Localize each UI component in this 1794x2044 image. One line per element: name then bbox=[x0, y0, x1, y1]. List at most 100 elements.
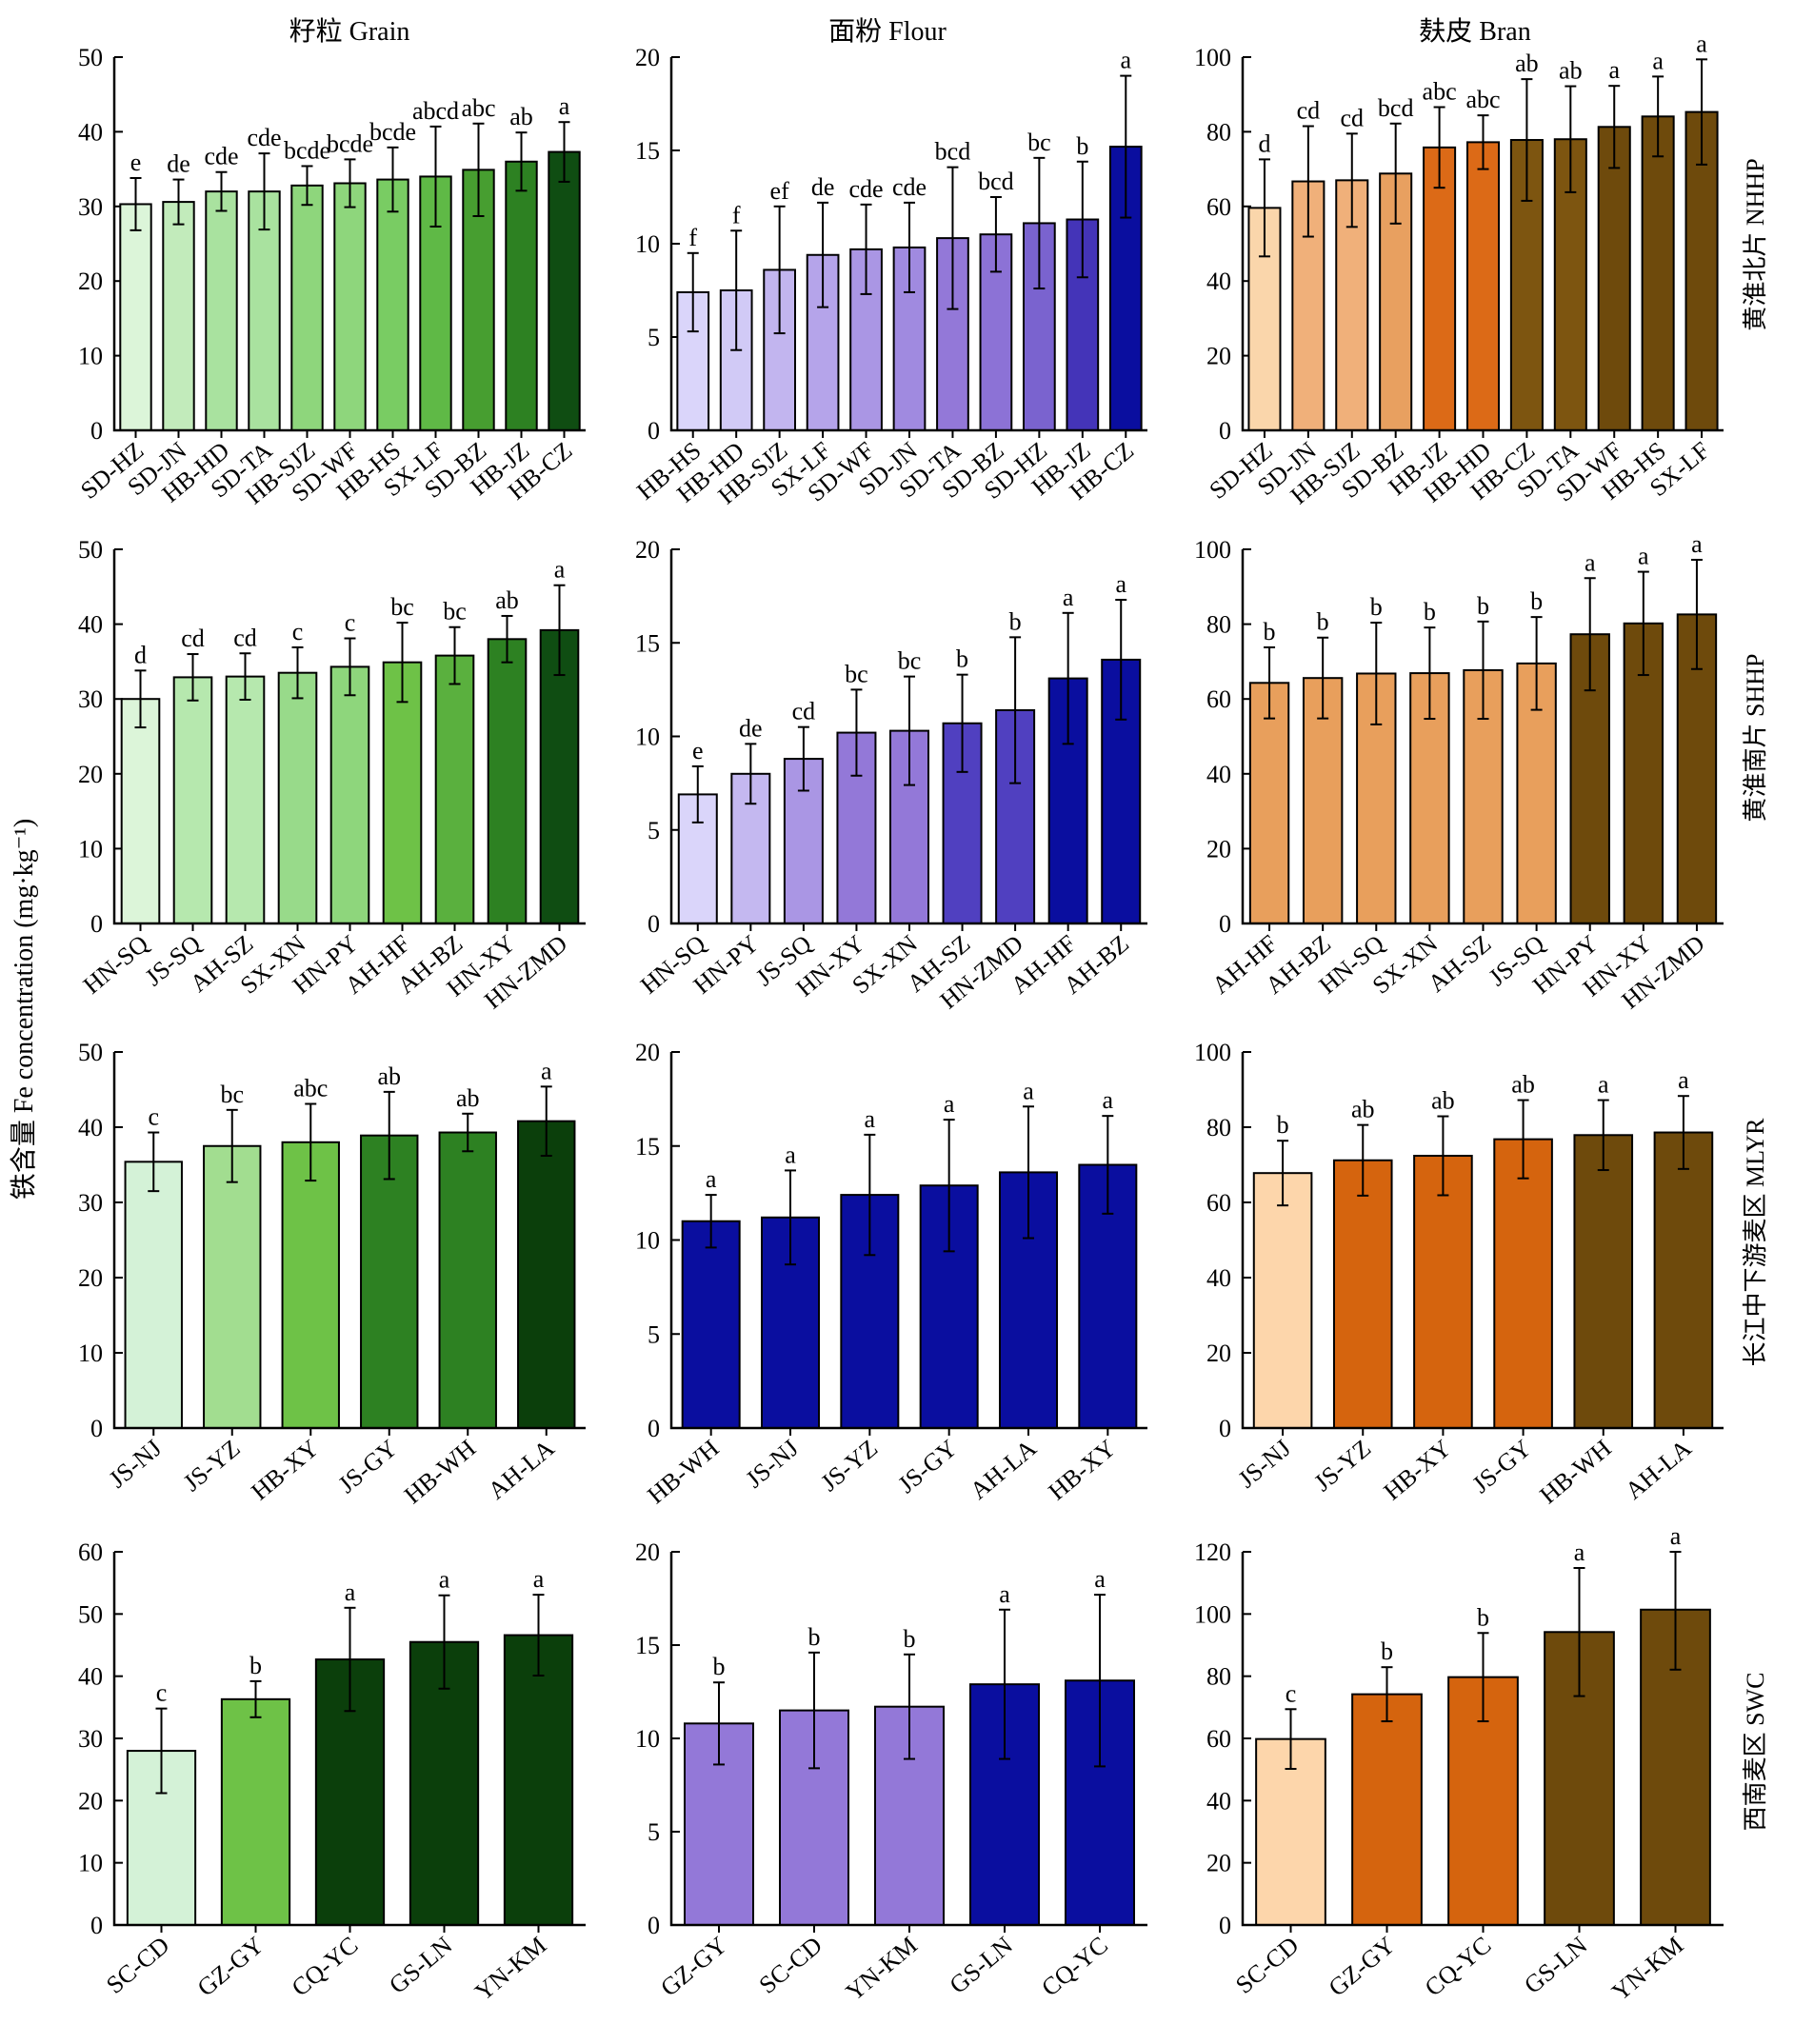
bar bbox=[539, 628, 580, 924]
significance-label: ab bbox=[1351, 1096, 1375, 1123]
significance-label: a bbox=[345, 1578, 356, 1606]
significance-label: a bbox=[1670, 1522, 1682, 1550]
significance-label: bcde bbox=[284, 136, 330, 164]
y-tick-label: 10 bbox=[78, 1850, 103, 1877]
x-category-label: HB-WH bbox=[1534, 1434, 1616, 1509]
y-tick-label: 50 bbox=[78, 536, 103, 564]
significance-label: a bbox=[944, 1090, 955, 1118]
significance-label: bc bbox=[898, 647, 922, 675]
bar bbox=[333, 182, 367, 431]
significance-label: ab bbox=[1511, 1071, 1535, 1099]
y-tick-label: 5 bbox=[648, 324, 660, 351]
significance-label: a bbox=[999, 1580, 1010, 1608]
y-tick-label: 20 bbox=[635, 1538, 660, 1566]
bar bbox=[1255, 1737, 1326, 1926]
bar bbox=[1423, 146, 1457, 431]
bar bbox=[1248, 682, 1290, 925]
y-tick-label: 15 bbox=[635, 137, 660, 165]
y-tick-label: 20 bbox=[78, 1787, 103, 1815]
significance-label: ab bbox=[495, 586, 519, 614]
y-tick-label: 0 bbox=[90, 910, 103, 938]
y-tick-label: 15 bbox=[635, 1133, 660, 1161]
y-tick-label: 10 bbox=[78, 343, 103, 370]
row-label-shhp: 黄淮南片 SHHP bbox=[1742, 654, 1769, 823]
significance-label: b bbox=[904, 1625, 916, 1653]
significance-label: c bbox=[345, 609, 356, 637]
significance-label: a bbox=[1023, 1077, 1034, 1104]
bar bbox=[220, 1697, 291, 1926]
axes-frame bbox=[1241, 549, 1724, 925]
significance-label: e bbox=[692, 737, 704, 764]
significance-label: a bbox=[1608, 56, 1620, 84]
bar bbox=[1653, 1131, 1714, 1430]
bar bbox=[1597, 126, 1631, 432]
x-category-label: JS-GY bbox=[1467, 1434, 1537, 1498]
significance-label: c bbox=[1286, 1679, 1297, 1707]
y-tick-label: 5 bbox=[648, 817, 660, 844]
y-tick-label: 60 bbox=[1206, 193, 1231, 221]
y-tick-label: 40 bbox=[1206, 268, 1231, 295]
y-tick-label: 100 bbox=[1194, 1039, 1231, 1066]
significance-label: bcd bbox=[1378, 94, 1414, 122]
significance-label: f bbox=[688, 224, 697, 251]
x-category-label: CQ-YC bbox=[1036, 1931, 1113, 2001]
x-category-label: HB-XY bbox=[1043, 1434, 1121, 1505]
panel-r1-c2: 020406080100bAH-HFbAH-BZbHN-SQbSX-XNbAH-… bbox=[1194, 530, 1724, 1014]
significance-label: b bbox=[249, 1652, 262, 1679]
significance-label: bc bbox=[220, 1081, 244, 1108]
significance-label: abcd bbox=[412, 97, 459, 125]
panel-r3-c0: 0 10 20 30 40 50 60 c SC-CD b GZ-GY a CQ-YC a GS-LN a YN… bbox=[78, 1538, 586, 2006]
x-category-label: GS-LN bbox=[384, 1931, 457, 1999]
significance-label: b bbox=[1477, 1603, 1489, 1631]
bar bbox=[119, 203, 152, 431]
y-tick-label: 0 bbox=[1219, 910, 1231, 938]
y-tick-label: 30 bbox=[78, 1725, 103, 1753]
axes-frame bbox=[112, 1052, 586, 1430]
row-label-swc: 西南麦区 SWC bbox=[1742, 1673, 1769, 1832]
axes-frame bbox=[112, 57, 586, 432]
bar bbox=[290, 184, 324, 432]
significance-label: de bbox=[167, 150, 190, 178]
significance-label: b bbox=[1009, 607, 1022, 635]
axes-frame bbox=[669, 57, 1147, 432]
significance-label: ab bbox=[509, 103, 533, 130]
y-tick-label: 0 bbox=[648, 1415, 660, 1442]
y-tick-label: 0 bbox=[648, 417, 660, 445]
significance-label: b bbox=[1381, 1637, 1393, 1665]
significance-label: a bbox=[1691, 530, 1703, 558]
significance-label: b bbox=[808, 1623, 821, 1651]
significance-label: a bbox=[1652, 47, 1664, 74]
bar bbox=[677, 793, 718, 924]
panel-r0-c2: 020406080100dSD-HZcdSD-JNcdHB-SJZbcdSD-B… bbox=[1194, 30, 1724, 509]
column-title-bran: 麸皮 Bran bbox=[1419, 16, 1530, 47]
x-category-label: HN-SQ bbox=[78, 929, 154, 999]
significance-label: c bbox=[156, 1679, 168, 1707]
axes-frame bbox=[1241, 1052, 1724, 1430]
significance-label: a bbox=[865, 1105, 876, 1133]
significance-label: a bbox=[1115, 570, 1126, 598]
x-category-label: JS-GY bbox=[333, 1434, 403, 1498]
column-title-grain: 籽粒 Grain bbox=[289, 16, 410, 47]
y-tick-label: 80 bbox=[1206, 1663, 1231, 1691]
x-category-label: GS-LN bbox=[1519, 1931, 1592, 1999]
significance-label: cde bbox=[247, 124, 281, 151]
y-tick-label: 20 bbox=[1206, 1340, 1231, 1367]
panel-r0-c0: 01020304050eSD-HZdeSD-JNcdeHB-HDcdeSD-TA… bbox=[75, 44, 586, 509]
significance-label: b bbox=[1477, 592, 1489, 620]
significance-label: a bbox=[1638, 543, 1649, 570]
axes-frame bbox=[669, 1552, 1147, 1927]
x-category-label: GZ-GY bbox=[192, 1931, 269, 2001]
significance-label: a bbox=[706, 1165, 717, 1193]
x-category-label: SC-CD bbox=[754, 1931, 827, 1998]
panels-container: 01020304050eSD-HZdeSD-JNcdeHB-HDcdeSD-TA… bbox=[75, 30, 1724, 2006]
significance-label: ab bbox=[1515, 50, 1539, 77]
x-category-label: AH-SZ bbox=[1423, 929, 1496, 997]
y-tick-label: 40 bbox=[78, 118, 103, 146]
y-tick-label: 10 bbox=[635, 724, 660, 751]
row-label-mlyr: 长江中下游麦区 MLYR bbox=[1742, 1118, 1769, 1367]
significance-label: a bbox=[1696, 30, 1707, 57]
bar bbox=[281, 1141, 340, 1430]
y-tick-label: 60 bbox=[1206, 1189, 1231, 1217]
bar bbox=[205, 190, 238, 431]
y-tick-label: 50 bbox=[78, 1039, 103, 1066]
